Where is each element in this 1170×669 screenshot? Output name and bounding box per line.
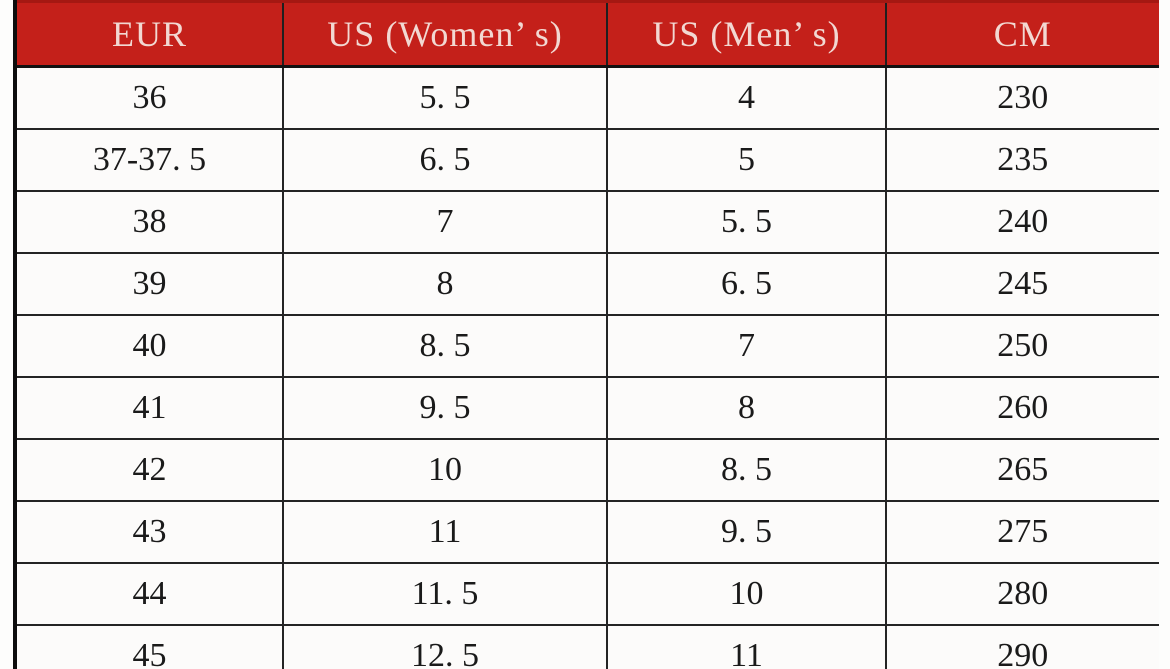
cell-us-mens: 10: [606, 562, 887, 626]
table-row: 39 8 6. 5 245: [14, 252, 1159, 316]
cell-us-womens: 10: [282, 438, 608, 502]
table-row: 37-37. 5 6. 5 5 235: [14, 128, 1159, 192]
table-header-row: EUR US (Women’ s) US (Men’ s) CM: [14, 0, 1159, 68]
cell-us-womens: 11: [282, 500, 608, 564]
cell-us-womens: 9. 5: [282, 376, 608, 440]
table-row: 43 11 9. 5 275: [14, 500, 1159, 564]
cell-cm: 275: [885, 500, 1159, 564]
cell-us-mens: 4: [606, 65, 887, 130]
cell-eur: 41: [14, 376, 284, 440]
cell-eur: 42: [14, 438, 284, 502]
size-conversion-table: EUR US (Women’ s) US (Men’ s) CM 36 5. 5…: [13, 0, 1159, 669]
cell-eur: 36: [14, 65, 284, 130]
table-row: 45 12. 5 11 290: [14, 624, 1159, 669]
cell-cm: 250: [885, 314, 1159, 378]
cell-eur: 45: [14, 624, 284, 669]
cell-cm: 260: [885, 376, 1159, 440]
cell-us-womens: 7: [282, 190, 608, 254]
cell-eur: 40: [14, 314, 284, 378]
cell-cm: 230: [885, 65, 1159, 130]
cell-cm: 280: [885, 562, 1159, 626]
cell-cm: 245: [885, 252, 1159, 316]
cell-cm: 240: [885, 190, 1159, 254]
column-header-us-mens: US (Men’ s): [606, 0, 887, 68]
cell-us-mens: 9. 5: [606, 500, 887, 564]
cell-cm: 290: [885, 624, 1159, 669]
cell-eur: 39: [14, 252, 284, 316]
cell-eur: 37-37. 5: [14, 128, 284, 192]
table-row: 38 7 5. 5 240: [14, 190, 1159, 254]
table-row: 36 5. 5 4 230: [14, 65, 1159, 130]
cell-us-mens: 5. 5: [606, 190, 887, 254]
cell-cm: 265: [885, 438, 1159, 502]
cell-us-womens: 8. 5: [282, 314, 608, 378]
cell-cm: 235: [885, 128, 1159, 192]
cell-us-mens: 11: [606, 624, 887, 669]
column-header-cm: CM: [885, 0, 1159, 68]
cell-eur: 43: [14, 500, 284, 564]
table-row: 44 11. 5 10 280: [14, 562, 1159, 626]
cell-us-womens: 5. 5: [282, 65, 608, 130]
table-row: 42 10 8. 5 265: [14, 438, 1159, 502]
cell-us-mens: 6. 5: [606, 252, 887, 316]
cell-us-mens: 8: [606, 376, 887, 440]
size-conversion-table-wrapper: EUR US (Women’ s) US (Men’ s) CM 36 5. 5…: [13, 0, 1159, 669]
cell-us-mens: 5: [606, 128, 887, 192]
cell-us-womens: 11. 5: [282, 562, 608, 626]
cell-us-mens: 8. 5: [606, 438, 887, 502]
table-row: 41 9. 5 8 260: [14, 376, 1159, 440]
column-header-us-womens: US (Women’ s): [282, 0, 608, 68]
cell-us-womens: 12. 5: [282, 624, 608, 669]
cell-eur: 38: [14, 190, 284, 254]
table-body: 36 5. 5 4 230 37-37. 5 6. 5 5 235 38 7 5…: [14, 65, 1159, 669]
cell-us-womens: 6. 5: [282, 128, 608, 192]
cell-eur: 44: [14, 562, 284, 626]
cell-us-womens: 8: [282, 252, 608, 316]
table-row: 40 8. 5 7 250: [14, 314, 1159, 378]
column-header-eur: EUR: [14, 0, 284, 68]
cell-us-mens: 7: [606, 314, 887, 378]
